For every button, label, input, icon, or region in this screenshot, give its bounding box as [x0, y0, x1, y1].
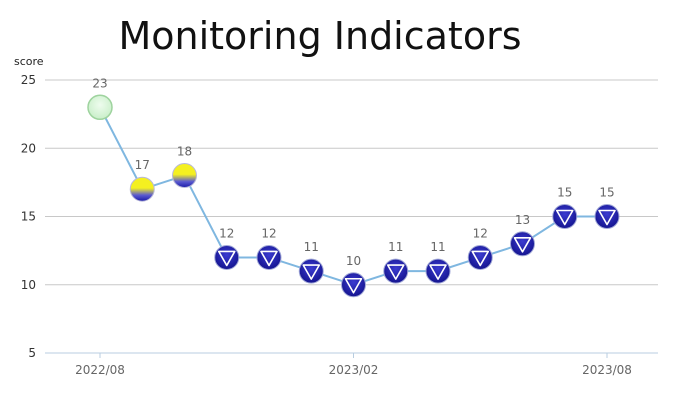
data-point-2022-11 [214, 244, 240, 270]
data-point-2022-09 [129, 176, 155, 202]
data-label: 11 [430, 240, 445, 254]
point-marker [172, 163, 197, 189]
data-label: 13 [515, 213, 530, 227]
data-label: 17 [135, 158, 150, 172]
y-tick-label: 10 [21, 278, 36, 292]
data-label: 12 [473, 226, 488, 240]
y-axis-ticks: 5 10 15 20 25 [21, 73, 36, 360]
data-label: 23 [92, 76, 107, 90]
y-axis-label: score [14, 55, 44, 68]
down-arrow-icon [598, 209, 616, 226]
down-arrow-icon [513, 237, 532, 253]
y-tick-label: 25 [21, 73, 36, 87]
chart-title: Monitoring Indicators [118, 14, 522, 58]
y-tick-label: 5 [28, 346, 36, 360]
data-label: 12 [261, 226, 276, 240]
data-point-2023-01 [298, 258, 324, 284]
data-point-2023-02 [341, 272, 366, 298]
point-marker [129, 176, 155, 202]
down-arrow-icon [344, 277, 363, 294]
x-tick-label: 2022/08 [75, 363, 125, 377]
down-arrow-icon [302, 264, 321, 280]
y-tick-label: 15 [21, 210, 36, 224]
x-tick-label: 2023/08 [582, 363, 632, 377]
data-label: 11 [304, 240, 319, 254]
data-points [87, 94, 620, 298]
point-marker [87, 94, 113, 121]
down-arrow-icon [260, 250, 278, 267]
data-point-2023-03 [383, 258, 409, 284]
data-point-2023-08 [594, 204, 620, 229]
data-point-2023-07 [552, 204, 578, 229]
x-axis: 2022/08 2023/02 2023/08 [45, 352, 658, 377]
data-label: 15 [557, 186, 572, 200]
down-arrow-icon [386, 264, 405, 280]
data-label: 10 [346, 254, 361, 268]
data-point-2022-10 [172, 163, 197, 189]
data-label: 18 [177, 145, 192, 159]
down-arrow-icon [471, 250, 490, 267]
data-label: 15 [599, 186, 614, 200]
down-arrow-icon [555, 209, 574, 226]
data-point-2023-06 [510, 231, 535, 257]
x-tick-label: 2023/02 [329, 363, 379, 377]
data-labels: 23 17 18 12 12 11 10 11 11 12 13 15 15 [92, 76, 614, 267]
data-label: 12 [219, 226, 234, 240]
data-point-2022-12 [256, 244, 282, 270]
data-label: 11 [388, 240, 403, 254]
data-point-2023-05 [467, 244, 493, 270]
down-arrow-icon [217, 250, 236, 267]
down-arrow-icon [429, 264, 447, 280]
data-point-2022-08 [87, 94, 113, 121]
data-point-2023-04 [425, 258, 451, 284]
y-tick-label: 20 [21, 141, 36, 155]
